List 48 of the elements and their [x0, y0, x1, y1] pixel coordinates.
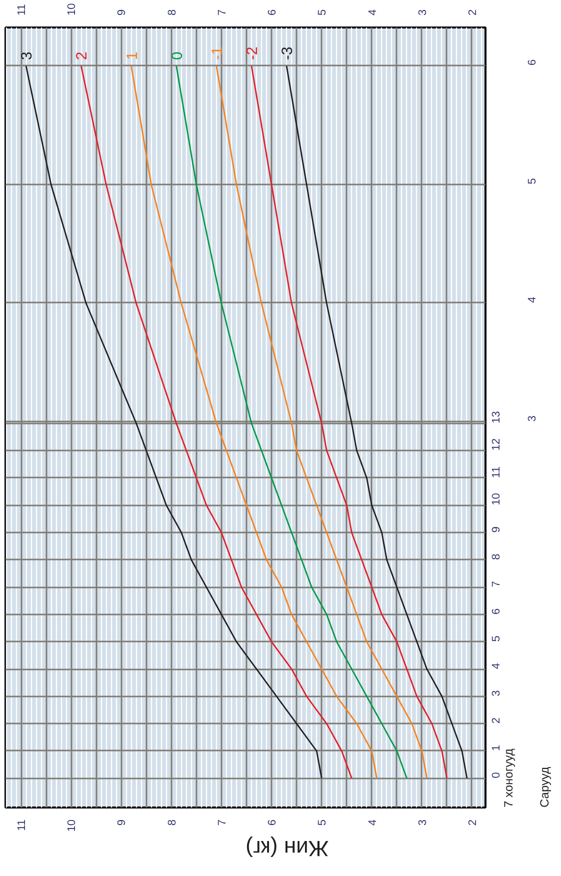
- x-tick-label: 3: [416, 9, 429, 16]
- x-tick-label: 10: [66, 3, 78, 16]
- x2-tick-label: 9: [116, 819, 128, 826]
- y2-tick-label: 5: [526, 178, 538, 184]
- y2-tick-label: 4: [526, 296, 538, 303]
- y2-tick-label: 6: [526, 59, 538, 66]
- x2-tick-label: 8: [166, 819, 178, 826]
- y-tick-label: 11: [490, 466, 502, 478]
- x2-tick-label: 2: [466, 819, 479, 826]
- y-tick-label: 3: [490, 690, 502, 696]
- text: 3: [18, 52, 36, 60]
- x2-tick-label: 4: [366, 819, 379, 826]
- y-tick-label: 6: [490, 608, 502, 614]
- x2-tick-label: 6: [266, 819, 279, 826]
- x2-tick-label: 3: [416, 819, 429, 826]
- text: -3: [279, 46, 296, 60]
- y2-axis-title: Сарууд: [538, 766, 552, 808]
- x2-tick-label: 10: [66, 819, 78, 832]
- x-tick-label: 9: [116, 9, 128, 16]
- y-tick-label: 5: [490, 636, 502, 642]
- y-tick-label: 2: [490, 718, 502, 724]
- x-tick-label: 4: [366, 9, 379, 16]
- text: 2: [74, 52, 91, 60]
- x-tick-label: 2: [466, 9, 479, 16]
- y-tick-label: 0: [490, 772, 502, 778]
- text: -2: [244, 46, 262, 60]
- x-tick-label: 5: [316, 9, 329, 16]
- x-axis-title: Жин (кг): [245, 836, 329, 862]
- y-tick-label: 8: [490, 554, 502, 560]
- y2-tick-label: 3: [526, 416, 538, 422]
- text: 1: [124, 52, 141, 60]
- x-tick-label: 7: [216, 9, 228, 16]
- text: 0: [168, 52, 186, 60]
- x2-tick-label: 11: [16, 819, 28, 831]
- x2-tick-label: 7: [216, 819, 228, 826]
- x-tick-label: 11: [16, 4, 28, 16]
- y-axis-title: 7 хоногууд: [502, 748, 516, 808]
- text: -1: [208, 46, 226, 60]
- x-tick-label: 8: [166, 9, 178, 16]
- x-tick-label: 6: [266, 9, 279, 16]
- y-tick-label: 7: [490, 581, 502, 588]
- y-tick-label: 9: [490, 526, 502, 533]
- x2-tick-label: 5: [316, 819, 329, 826]
- y-tick-label: 4: [490, 662, 502, 670]
- y-tick-label: 12: [490, 438, 502, 451]
- y-tick-label: 13: [490, 411, 502, 424]
- y-tick-label: 10: [490, 493, 502, 506]
- y-tick-label: 1: [490, 744, 502, 751]
